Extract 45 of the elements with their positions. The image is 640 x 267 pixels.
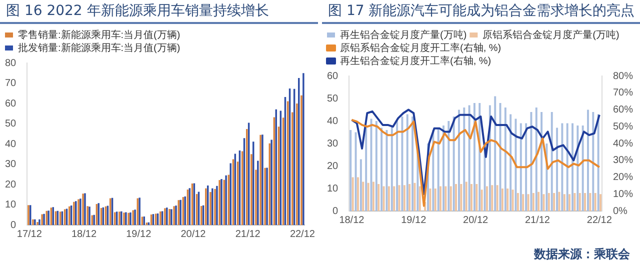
y-tick-label: 30 xyxy=(5,159,17,170)
chart-title: 图 16 2022 年新能源乘用车销量持续增长 xyxy=(0,0,318,24)
y2-tick-label: 10% xyxy=(612,188,634,200)
y-tick-label: 10 xyxy=(327,183,339,194)
y-tick-label: 70 xyxy=(5,78,17,89)
legend-label: 批发销量:新能源乘用车:当月值(万辆) xyxy=(18,42,180,54)
x-tick-label: 19/12 xyxy=(126,228,152,240)
y2-tick-label: 80% xyxy=(612,70,634,82)
y2-tick-label: 60% xyxy=(612,104,634,116)
y2-tick-label: 30% xyxy=(612,155,634,166)
y2-tick-label: 40% xyxy=(612,138,634,150)
x-tick-label: 20/12 xyxy=(463,214,488,226)
source-note: 数据来源：乘联会 xyxy=(534,246,630,263)
x-tick-label: 21/12 xyxy=(524,214,550,226)
y-tick-label: 50 xyxy=(5,118,17,130)
x-tick-label: 19/12 xyxy=(401,214,427,226)
y-tick-label: 60 xyxy=(327,70,339,82)
x-tick-label: 22/12 xyxy=(586,214,612,226)
x-tick-label: 22/12 xyxy=(290,228,316,240)
legend-label: 原铝系铝合金锭月度产量(万吨) xyxy=(482,28,620,41)
y2-tick-label: 50% xyxy=(612,121,634,132)
y-tick-label: 40 xyxy=(5,138,17,150)
y2-tick-label: 0% xyxy=(612,206,628,217)
x-tick-label: 17/12 xyxy=(16,228,42,240)
y-tick-label: 20 xyxy=(5,179,17,190)
legend-label: 原铝系铝合金锭月度开工率(右轴, %) xyxy=(340,42,502,54)
legend-label: 再生铝合金锭月度产量(万吨) xyxy=(340,28,467,41)
y-tick-label: 80 xyxy=(5,58,17,69)
y-tick-label: 60 xyxy=(5,98,17,110)
y-tick-label: 50 xyxy=(327,93,339,104)
y-tick-label: 0 xyxy=(332,206,339,217)
y2-tick-label: 20% xyxy=(612,172,634,183)
x-tick-label: 18/12 xyxy=(71,228,97,240)
y-tick-label: 10 xyxy=(5,200,17,210)
chart-title: 图 17 新能源汽车可能成为铝合金需求增长的亮点 xyxy=(322,0,640,24)
legend-label: 零售销量:新能源乘用车:当月值(万辆) xyxy=(18,28,180,41)
y-tick-label: 40 xyxy=(327,116,339,127)
y2-tick-label: 70% xyxy=(612,88,634,99)
y-tick-label: 30 xyxy=(327,138,339,150)
y-tick-label: 20 xyxy=(327,160,339,172)
x-tick-label: 18/12 xyxy=(339,214,365,226)
y-tick-label: 0 xyxy=(10,220,17,231)
x-tick-label: 20/12 xyxy=(180,228,206,240)
x-tick-label: 21/12 xyxy=(235,228,261,240)
legend-label: 再生铝合金锭月度开工率(右轴, %) xyxy=(340,54,492,67)
